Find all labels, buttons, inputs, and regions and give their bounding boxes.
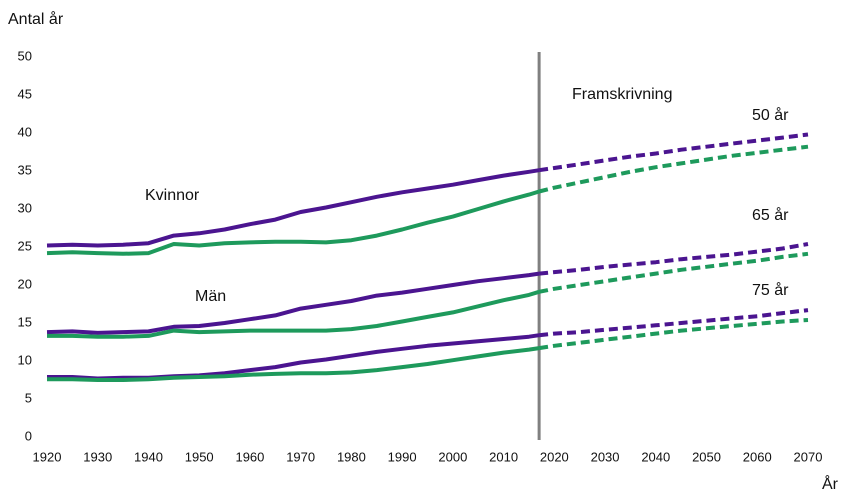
- x-tick-label: 1940: [134, 449, 163, 464]
- series-line: [538, 144, 809, 194]
- y-tick-label: 50: [18, 48, 32, 63]
- x-tick-label: 2020: [540, 449, 569, 464]
- x-tick-label: 2060: [743, 449, 772, 464]
- y-tick-label: 30: [18, 200, 32, 215]
- x-tick-label: 1930: [83, 449, 112, 464]
- series-line: [538, 251, 809, 294]
- annotation: Män: [195, 288, 226, 305]
- y-tick-label: 25: [18, 238, 32, 253]
- y-tick-label: 15: [18, 314, 32, 329]
- series-line: [47, 346, 540, 382]
- series-line: [538, 308, 809, 338]
- series-line: [46, 168, 540, 248]
- x-tick-label: 1960: [235, 449, 264, 464]
- series-line: [538, 132, 809, 173]
- series-line: [46, 271, 540, 335]
- x-tick-label: 1920: [33, 449, 62, 464]
- y-tick-label: 5: [25, 390, 32, 405]
- annotation: 50 år: [752, 106, 789, 124]
- annotation: 65 år: [752, 206, 789, 224]
- x-tick-label: 1990: [388, 449, 417, 464]
- y-tick-label: 10: [18, 352, 32, 367]
- x-tick-label: 2010: [489, 449, 518, 464]
- x-tick-label: 2040: [641, 449, 670, 464]
- annotation: Framskrivning: [572, 86, 672, 103]
- x-tick-label: 2050: [692, 449, 721, 464]
- y-tick-label: 40: [18, 124, 32, 139]
- series-line: [47, 333, 540, 381]
- series-line: [47, 289, 540, 339]
- y-axis-label: Antal år: [8, 10, 64, 28]
- annotation: Kvinnor: [145, 187, 200, 204]
- x-tick-label: 2000: [438, 449, 467, 464]
- x-tick-label: 2030: [591, 449, 620, 464]
- series-line: [538, 242, 809, 276]
- y-tick-label: 0: [25, 428, 32, 443]
- y-tick-label: 35: [18, 162, 32, 177]
- x-tick-label: 1950: [185, 449, 214, 464]
- x-tick-label: 2070: [794, 449, 823, 464]
- annotation: 75 år: [752, 281, 789, 299]
- y-tick-label: 45: [18, 86, 32, 101]
- x-axis-label: År: [822, 474, 839, 493]
- x-tick-label: 1980: [337, 449, 366, 464]
- y-tick-label: 20: [18, 276, 32, 291]
- series-line: [46, 189, 540, 256]
- x-tick-label: 1970: [286, 449, 315, 464]
- series-line: [538, 318, 809, 351]
